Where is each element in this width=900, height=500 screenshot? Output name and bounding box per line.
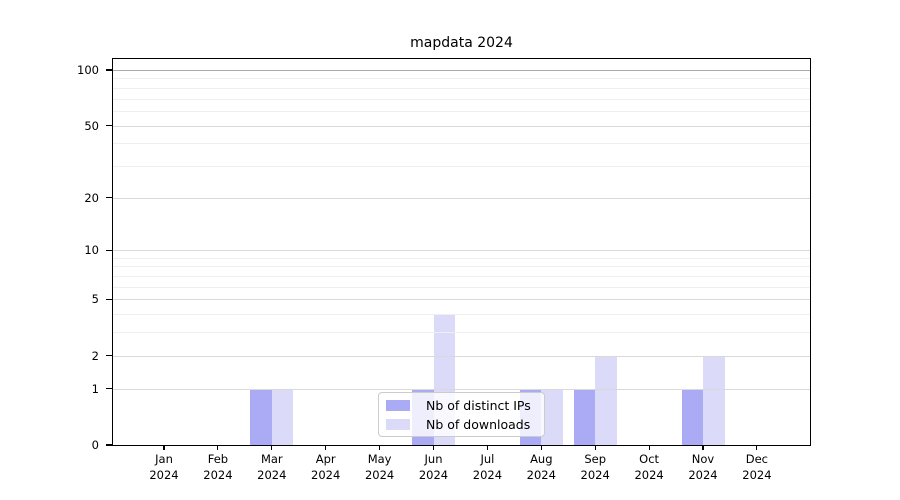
x-tick-label-jul: Jul 2024 <box>455 452 519 483</box>
y-tick-mark-2 <box>106 355 112 357</box>
x-tick-mark-feb <box>217 445 219 450</box>
bar-downloads-mar <box>271 388 294 445</box>
x-tick-label-feb: Feb 2024 <box>186 452 250 483</box>
x-tick-label-month: Jan <box>155 452 173 466</box>
y-tick-mark-0 <box>106 444 112 446</box>
y-tick-label-5: 5 <box>91 292 99 307</box>
x-tick-label-month: Jul <box>480 452 495 466</box>
x-tick-mark-apr <box>325 445 327 450</box>
x-tick-label-year: 2024 <box>149 467 179 482</box>
x-tick-label-year: 2024 <box>472 467 503 482</box>
x-tick-label-oct: Oct 2024 <box>617 452 681 483</box>
legend: Nb of distinct IPs Nb of downloads <box>378 392 545 437</box>
y-tick-label-1: 1 <box>91 381 99 396</box>
bar-distinct-ips-mar <box>250 388 272 445</box>
bar-distinct-ips-sep <box>573 388 596 445</box>
x-tick-label-month: Feb <box>207 452 229 466</box>
y-tick-mark-5 <box>106 298 112 300</box>
x-tick-label-month: Aug <box>530 452 553 466</box>
x-tick-label-jan: Jan 2024 <box>132 452 196 483</box>
x-tick-label-may: May 2024 <box>348 452 412 483</box>
x-tick-label-year: 2024 <box>257 467 287 482</box>
x-tick-label-sep: Sep 2024 <box>563 452 627 483</box>
x-tick-mark-jul <box>486 445 488 450</box>
y-tick-label-50: 50 <box>84 118 99 133</box>
x-tick-label-aug: Aug 2024 <box>509 452 573 483</box>
x-tick-label-month: Dec <box>745 452 769 466</box>
x-tick-label-year: 2024 <box>580 467 610 482</box>
legend-row-distinct-ips: Nb of distinct IPs <box>386 396 537 414</box>
x-tick-label-year: 2024 <box>364 467 395 482</box>
y-tick-mark-10 <box>106 249 112 251</box>
y-tick-label-100: 100 <box>77 63 99 78</box>
x-tick-label-year: 2024 <box>311 467 341 482</box>
x-tick-label-month: Oct <box>639 452 660 466</box>
bar-distinct-ips-nov <box>681 388 703 445</box>
legend-label-downloads: Nb of downloads <box>426 416 531 432</box>
x-tick-label-month: Apr <box>315 452 336 466</box>
chart-title: mapdata 2024 <box>410 35 513 51</box>
legend-row-downloads: Nb of downloads <box>386 415 537 433</box>
bar-downloads-nov <box>703 355 725 445</box>
legend-swatch-downloads <box>386 418 410 430</box>
bars-layer <box>113 59 810 445</box>
y-tick-mark-20 <box>106 197 112 199</box>
y-tick-label-0: 0 <box>91 438 99 452</box>
y-tick-mark-50 <box>106 124 112 127</box>
x-tick-mark-mar <box>271 445 273 450</box>
x-tick-label-year: 2024 <box>742 467 772 482</box>
x-tick-mark-sep <box>594 445 596 450</box>
x-tick-mark-nov <box>702 445 704 450</box>
x-tick-label-month: May <box>367 452 392 466</box>
y-tick-label-20: 20 <box>84 190 99 205</box>
y-tick-label-10: 10 <box>84 243 99 258</box>
x-tick-label-apr: Apr 2024 <box>294 452 358 483</box>
y-tick-mark-100 <box>106 69 112 71</box>
x-tick-label-year: 2024 <box>634 467 664 482</box>
bar-downloads-aug <box>541 388 563 445</box>
x-tick-label-mar: Mar 2024 <box>240 452 304 483</box>
x-tick-label-year: 2024 <box>526 467 556 482</box>
x-tick-mark-jan <box>163 445 165 450</box>
x-tick-mark-oct <box>648 445 650 450</box>
x-tick-label-year: 2024 <box>418 467 449 482</box>
x-tick-label-nov: Nov 2024 <box>671 452 735 483</box>
legend-swatch-distinct-ips <box>386 399 410 411</box>
x-tick-label-year: 2024 <box>688 467 718 482</box>
x-tick-label-month: Mar <box>260 452 283 466</box>
x-tick-label-dec: Dec 2024 <box>725 452 789 483</box>
bar-downloads-sep <box>595 355 617 445</box>
y-tick-mark-1 <box>106 388 112 390</box>
y-tick-label-2: 2 <box>91 348 99 363</box>
x-tick-label-month: Sep <box>584 452 607 466</box>
x-tick-mark-may <box>379 445 381 450</box>
x-tick-mark-dec <box>756 445 758 450</box>
x-tick-label-year: 2024 <box>203 467 233 482</box>
x-tick-label-month: Jun <box>424 452 443 466</box>
x-tick-mark-aug <box>540 445 542 450</box>
x-tick-mark-jun <box>432 445 435 450</box>
x-tick-label-month: Nov <box>691 452 715 466</box>
legend-label-distinct-ips: Nb of distinct IPs <box>426 397 531 413</box>
x-tick-label-jun: Jun 2024 <box>402 452 466 483</box>
